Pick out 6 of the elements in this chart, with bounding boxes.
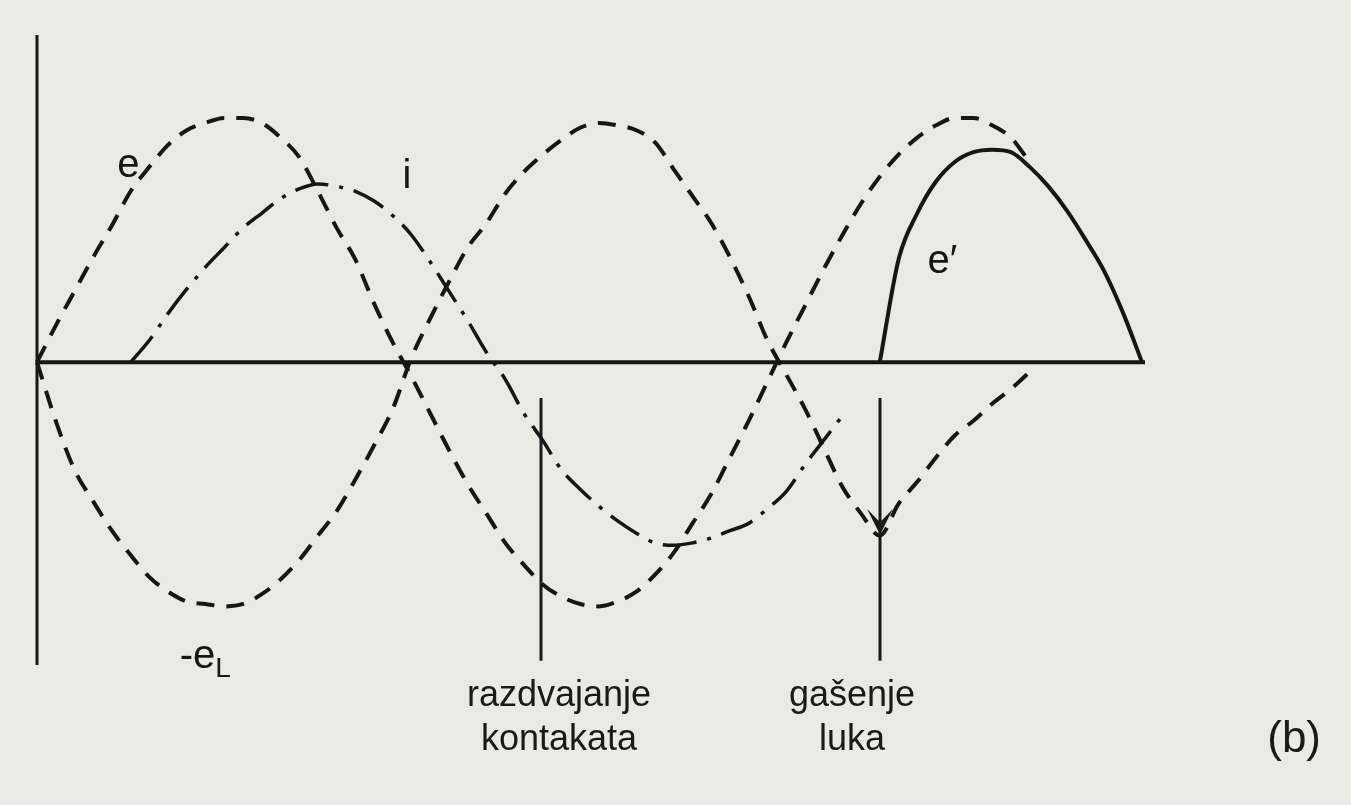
- text: razdvajanje kontakata: [466, 673, 652, 758]
- series-label: e′: [927, 237, 958, 282]
- series-label: i: [402, 151, 412, 196]
- text: (b): [1267, 712, 1322, 761]
- text: gašenje luka: [788, 673, 916, 758]
- series-label: e: [117, 140, 140, 185]
